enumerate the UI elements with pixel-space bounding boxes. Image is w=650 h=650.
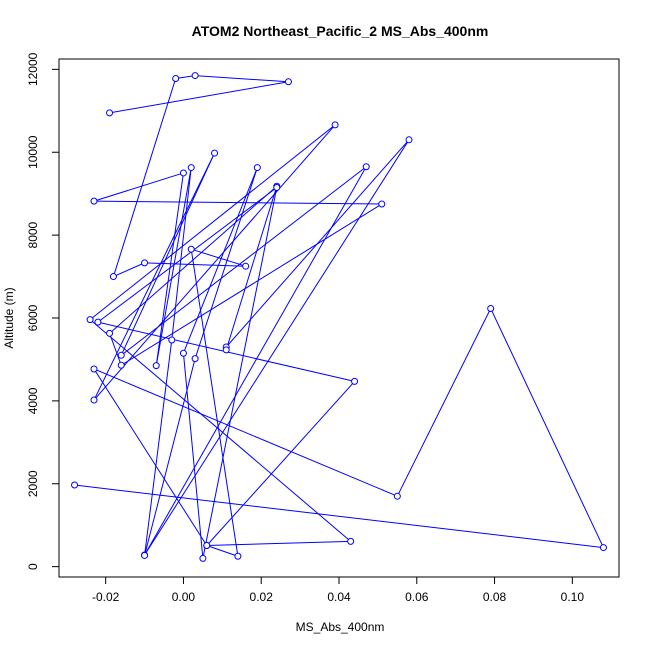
series-segment <box>195 75 289 83</box>
series-segment <box>93 200 382 205</box>
series-segment <box>190 249 239 557</box>
data-point <box>191 72 199 80</box>
series-segment <box>144 139 410 556</box>
y-axis: 0 2000 4000 6000 8000 10000 12000 <box>26 52 60 570</box>
series-layer <box>71 72 607 562</box>
series-segment <box>112 78 177 277</box>
x-tick-label: 0.08 <box>483 590 507 604</box>
data-point <box>405 136 413 144</box>
series-segment <box>144 339 173 556</box>
series-segment <box>202 187 278 559</box>
data-point <box>362 163 370 171</box>
series-segment <box>89 319 351 542</box>
data-point <box>211 149 219 157</box>
data-point <box>179 349 187 357</box>
data-point <box>199 554 207 562</box>
series-segment <box>93 152 216 401</box>
data-point <box>86 316 94 324</box>
data-point <box>168 336 176 344</box>
data-point <box>106 329 114 337</box>
data-point <box>187 245 195 253</box>
series-segment <box>109 333 122 366</box>
data-point <box>284 78 292 86</box>
data-point <box>141 551 149 559</box>
x-axis-label: MS_Abs_400nm <box>296 620 385 634</box>
data-point <box>90 365 98 373</box>
data-point <box>152 362 160 370</box>
y-tick-label: 12000 <box>26 52 40 86</box>
data-point <box>191 355 199 363</box>
series-segment <box>155 167 192 366</box>
series-segment <box>206 545 239 557</box>
y-tick-label: 10000 <box>26 135 40 169</box>
y-tick-label: 8000 <box>26 221 40 248</box>
series-segment <box>93 172 184 202</box>
data-point <box>109 273 117 281</box>
data-point <box>179 169 187 177</box>
data-point <box>273 183 281 191</box>
chart-title: ATOM2 Northeast_Pacific_2 MS_Abs_400nm <box>192 23 489 39</box>
series-segment <box>93 124 336 401</box>
series-segment <box>171 167 192 341</box>
y-axis-label: Altitude (m) <box>2 287 16 348</box>
plot-frame <box>58 58 620 578</box>
x-tick-label: 0.10 <box>561 590 585 604</box>
data-point <box>242 262 250 270</box>
series-segment <box>93 368 398 497</box>
y-tick-label: 0 <box>26 563 40 570</box>
series-segment <box>89 124 336 321</box>
x-tick-label: 0.04 <box>327 590 351 604</box>
data-point <box>487 304 495 312</box>
series-segment <box>396 308 492 497</box>
series-segment <box>113 262 145 278</box>
data-point <box>347 537 355 545</box>
series-segment <box>120 152 216 356</box>
data-point <box>106 109 114 117</box>
series-segment <box>155 172 184 366</box>
data-point <box>378 200 386 208</box>
data-point <box>90 197 98 205</box>
data-point <box>222 346 230 354</box>
x-tick-label: -0.02 <box>92 590 120 604</box>
data-point <box>234 552 242 560</box>
data-point <box>203 542 211 550</box>
series-segment <box>490 308 604 548</box>
series-segment <box>225 186 278 351</box>
data-point <box>141 259 149 267</box>
series-segment <box>109 185 278 334</box>
x-tick-label: 0.06 <box>405 590 429 604</box>
x-axis: -0.02 0.00 0.02 0.04 0.06 0.08 0.10 <box>92 576 585 604</box>
data-point <box>94 318 102 326</box>
data-point <box>331 121 339 129</box>
x-tick-label: 0.02 <box>250 590 274 604</box>
series-segment <box>206 540 351 547</box>
series-segment <box>206 381 355 546</box>
y-tick-label: 6000 <box>26 304 40 331</box>
data-point <box>117 361 125 369</box>
data-point <box>351 377 359 385</box>
y-tick-label: 4000 <box>26 387 40 414</box>
data-point <box>187 164 195 172</box>
series-segment <box>194 167 258 359</box>
y-tick-label: 2000 <box>26 470 40 497</box>
data-point <box>71 481 79 489</box>
series-segment <box>97 187 278 323</box>
series-segment <box>93 368 208 546</box>
x-tick-label: 0.00 <box>172 590 196 604</box>
series-segment <box>120 203 383 366</box>
data-point <box>90 396 98 404</box>
series-segment <box>182 353 204 559</box>
series-segment <box>109 81 289 114</box>
series-segment <box>182 167 258 354</box>
data-point <box>253 164 261 172</box>
data-point <box>599 544 607 552</box>
data-point <box>393 492 401 500</box>
series-segment <box>74 484 604 549</box>
series-segment <box>144 166 367 556</box>
data-point <box>172 74 180 82</box>
data-point <box>117 351 125 359</box>
